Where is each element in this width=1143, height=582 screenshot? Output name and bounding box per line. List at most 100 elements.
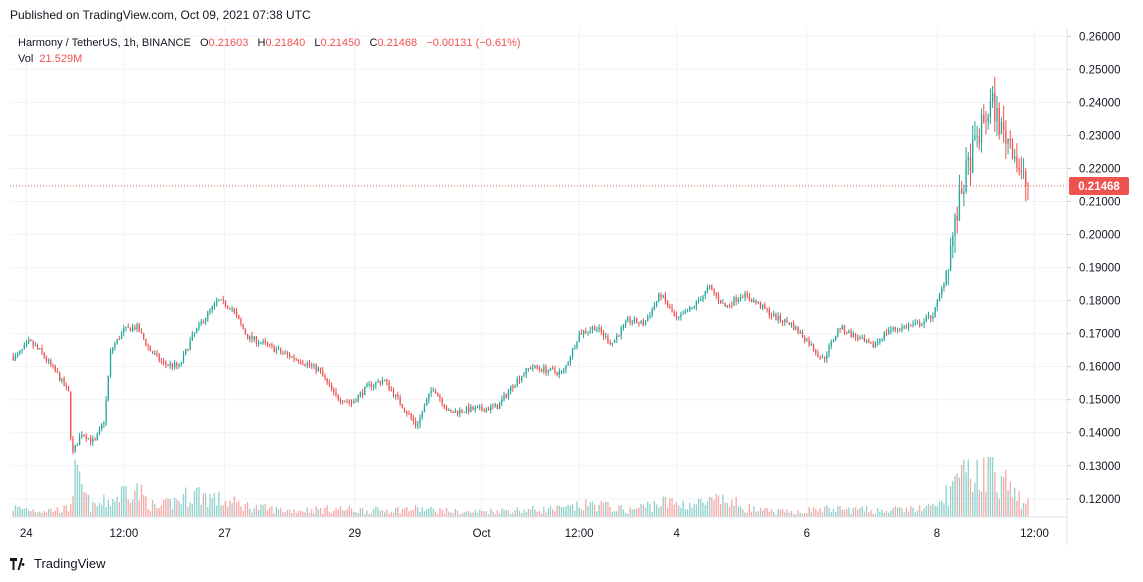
volume-bar: [523, 509, 525, 517]
candle-body: [585, 330, 587, 333]
candle-body: [67, 386, 70, 392]
volume-bar: [463, 512, 465, 517]
volume-bar: [640, 504, 642, 517]
volume-bar: [724, 502, 726, 517]
candle-body: [43, 352, 45, 358]
candle-body: [346, 401, 348, 403]
volume-bar: [574, 510, 576, 517]
candle-body: [921, 325, 923, 327]
price-axis[interactable]: 0.26000 0.25000 0.24000 0.23000 0.22000 0.210…: [1067, 31, 1121, 506]
volume-bar: [554, 511, 556, 517]
volume-bar: [536, 511, 538, 517]
candle-body: [1014, 156, 1016, 159]
volume-bar: [149, 510, 151, 517]
candle-body: [207, 311, 209, 319]
volume-bar: [72, 496, 74, 517]
volume-bar: [311, 509, 313, 517]
candle-body: [503, 394, 505, 400]
candle-body: [386, 379, 388, 382]
volume-bar: [748, 503, 751, 517]
candles: [12, 76, 1029, 455]
candle-body: [896, 329, 899, 331]
candle-body: [414, 421, 417, 426]
candle-body: [815, 350, 817, 353]
candle-body: [350, 402, 353, 404]
candle-body: [65, 385, 67, 387]
volume-bar: [494, 514, 496, 517]
candle-body: [651, 308, 653, 316]
time-tick-label: 12:00: [565, 528, 594, 540]
volume-bar: [474, 509, 476, 517]
price-chart[interactable]: 0.26000 0.25000 0.24000 0.23000 0.22000 0.210…: [0, 28, 1143, 553]
volume-bar: [25, 508, 28, 517]
candle-body: [830, 341, 832, 346]
candle-body: [797, 327, 799, 334]
candle-body: [828, 345, 830, 355]
volume-bar: [105, 507, 107, 517]
candle-body: [624, 320, 627, 325]
volume-bar: [47, 509, 50, 517]
candle-body: [187, 349, 189, 351]
volume-bar: [620, 505, 622, 517]
volume-bar: [372, 509, 375, 517]
candle-body: [611, 342, 614, 345]
candle-body: [852, 333, 854, 337]
volume-bar: [269, 507, 271, 517]
candle-body: [36, 345, 39, 349]
volume-bar: [806, 513, 808, 517]
volume-bar: [193, 490, 196, 517]
volume-bar: [377, 507, 379, 517]
candle-body: [737, 298, 740, 302]
candle-body: [916, 322, 919, 324]
volume-bar: [443, 513, 446, 517]
candle-body: [56, 371, 59, 373]
volume-bar: [693, 503, 695, 517]
volume-bar: [299, 510, 302, 517]
candle-body: [722, 302, 724, 304]
volume-bar: [56, 507, 59, 517]
time-axis[interactable]: 24 12:00 27 29 Oct 12:00 4 6 8 12:00: [20, 528, 1049, 540]
volume-bar: [434, 511, 437, 517]
volume-bar: [370, 513, 373, 517]
candle-body: [678, 316, 680, 319]
candle-body: [180, 362, 182, 365]
candle-body: [576, 341, 578, 348]
volume-bar: [167, 498, 169, 517]
time-tick-label: 29: [348, 528, 361, 540]
volume-bar: [390, 512, 392, 517]
volume-bar: [308, 512, 311, 517]
volume-bar: [1025, 503, 1027, 517]
candle-body: [136, 324, 138, 330]
candle-body: [907, 325, 910, 329]
volume-bar: [101, 504, 103, 517]
plot-area[interactable]: [10, 28, 1067, 517]
volume-bar: [872, 513, 874, 517]
volume-bar: [215, 505, 218, 517]
volume-bar: [938, 501, 941, 517]
candle-body: [642, 320, 644, 326]
candle-body: [918, 322, 921, 327]
candle-body: [934, 307, 936, 317]
volume-bar: [498, 513, 501, 517]
candle-body: [735, 297, 737, 302]
candle-body: [708, 285, 711, 288]
candle-body: [936, 300, 938, 308]
volume-bar: [408, 511, 410, 517]
volume-bar: [943, 503, 945, 517]
candle-body: [257, 343, 260, 345]
volume-bar: [580, 509, 583, 517]
volume-bar: [437, 514, 439, 517]
volume-bar: [817, 511, 819, 517]
candle-body: [39, 348, 41, 350]
candle-body: [280, 348, 282, 353]
volume-bar: [697, 498, 700, 517]
candle-body: [476, 407, 479, 409]
candle-body: [330, 384, 333, 390]
volume-bar: [344, 510, 346, 517]
time-tick-label: 6: [804, 528, 810, 540]
candle-body: [28, 340, 30, 343]
candle-body: [322, 370, 324, 376]
volume-bar: [136, 483, 138, 517]
volume-bar: [863, 511, 866, 517]
volume-bar: [432, 508, 434, 517]
